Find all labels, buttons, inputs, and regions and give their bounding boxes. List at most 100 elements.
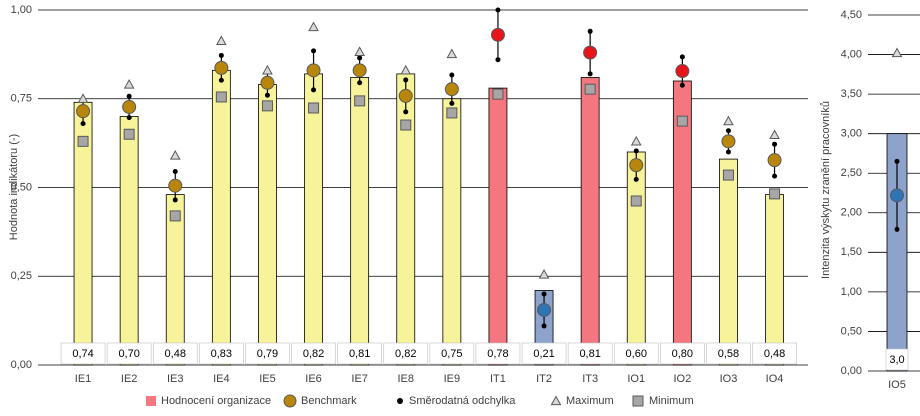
value-label-box xyxy=(613,342,659,365)
maximum-marker xyxy=(723,115,734,126)
x-tick-label: IE5 xyxy=(259,373,276,385)
benchmark-marker xyxy=(537,302,552,317)
error-bar-end xyxy=(633,148,639,154)
value-label-box xyxy=(429,342,475,365)
y-tick-label: 0,75 xyxy=(11,93,32,105)
x-tick-label: IO1 xyxy=(627,373,645,385)
error-bar-end xyxy=(357,55,363,61)
value-label: 0,83 xyxy=(211,348,232,360)
minimum-marker xyxy=(354,95,366,107)
benchmark-marker xyxy=(721,134,736,149)
value-label: 0,48 xyxy=(764,348,785,360)
value-label: 0,70 xyxy=(118,348,139,360)
value-label: 0,58 xyxy=(718,348,739,360)
value-label: 0,78 xyxy=(487,348,508,360)
benchmark-marker xyxy=(168,178,183,193)
benchmark-marker xyxy=(767,153,782,168)
error-bar-end xyxy=(495,7,501,13)
y-axis-title: Intenzita výskytu zranění pracovníků xyxy=(820,101,832,279)
error-bar-end xyxy=(772,141,778,147)
maximum-marker xyxy=(446,48,458,59)
x-tick-label: IE9 xyxy=(444,373,461,385)
minimum-marker xyxy=(769,188,781,200)
error-bar-end xyxy=(126,93,132,99)
legend-label: Hodnocení organizace xyxy=(161,395,271,407)
value-label: 3,0 xyxy=(889,354,904,366)
x-tick-label: IE3 xyxy=(167,373,184,385)
benchmark-marker xyxy=(352,63,367,78)
maximum-marker xyxy=(769,129,780,140)
x-tick-label: IO5 xyxy=(888,379,906,391)
maximum-marker xyxy=(538,268,550,279)
maximum-marker xyxy=(630,135,642,146)
maximum-marker xyxy=(891,47,903,58)
error-bar-end xyxy=(541,291,547,297)
maximum-marker xyxy=(77,93,89,103)
value-label: 0,21 xyxy=(533,348,554,360)
value-label-box xyxy=(885,348,909,371)
y-tick-label: 2,00 xyxy=(841,207,862,219)
minimum-marker xyxy=(215,91,227,103)
benchmark-marker xyxy=(490,27,505,42)
x-tick-label: IE2 xyxy=(121,373,138,385)
legend-label: Směrodatná odchylka xyxy=(409,395,516,407)
y-tick-label: 1,00 xyxy=(11,4,32,16)
maximum-marker xyxy=(216,35,227,45)
y-tick-label: 3,00 xyxy=(841,128,862,140)
error-bar-end xyxy=(449,100,455,106)
value-label-box xyxy=(152,342,198,365)
benchmark-marker xyxy=(76,104,91,119)
value-label-box xyxy=(567,342,613,365)
benchmark-marker xyxy=(444,82,459,97)
benchmark-marker xyxy=(306,63,321,78)
maximum-marker xyxy=(308,21,319,32)
x-tick-label: IT3 xyxy=(582,373,598,385)
y-tick-label: 1,50 xyxy=(841,246,862,258)
benchmark-marker xyxy=(214,60,229,75)
legend-label: Benchmark xyxy=(301,395,357,407)
error-bar-end xyxy=(725,128,731,134)
legend-swatch xyxy=(283,394,297,408)
y-tick-label: 3,50 xyxy=(841,88,862,100)
value-label: 0,75 xyxy=(441,348,462,360)
y-tick-label: 0,00 xyxy=(11,359,32,371)
minimum-marker xyxy=(308,102,320,114)
x-tick-label: IE1 xyxy=(75,373,92,385)
maximum-marker xyxy=(123,79,135,89)
error-bar-end xyxy=(894,226,900,232)
error-bar-end xyxy=(218,77,224,83)
minimum-marker xyxy=(169,210,181,222)
x-tick-label: IT1 xyxy=(490,373,506,385)
value-label: 0,60 xyxy=(626,348,647,360)
maximum-marker xyxy=(262,64,273,75)
y-tick-label: 0,50 xyxy=(11,181,32,193)
value-label: 0,82 xyxy=(303,348,324,360)
value-label: 0,81 xyxy=(349,348,370,360)
value-label-box xyxy=(60,342,106,365)
bar xyxy=(396,73,416,366)
benchmark-marker xyxy=(675,64,690,79)
error-bar-end xyxy=(633,176,639,182)
value-label-box xyxy=(475,342,521,365)
value-label-box xyxy=(291,342,336,365)
error-bar-end xyxy=(541,323,547,329)
minimum-marker xyxy=(400,119,412,131)
legend-swatch xyxy=(632,395,644,407)
x-tick-label: IO3 xyxy=(720,373,738,385)
value-label: 0,81 xyxy=(579,348,600,360)
y-tick-label: 4,50 xyxy=(841,9,862,21)
error-bar-end xyxy=(218,52,224,58)
bar xyxy=(488,87,508,366)
y-tick-label: 0,00 xyxy=(841,365,862,377)
minimum-marker xyxy=(492,88,504,100)
value-label: 0,82 xyxy=(395,348,416,360)
value-label-box xyxy=(521,342,567,365)
legend-swatch xyxy=(146,396,156,406)
benchmark-marker xyxy=(122,99,137,114)
error-bar-end xyxy=(311,48,317,54)
minimum-marker xyxy=(77,135,89,147)
maximum-marker xyxy=(400,64,412,75)
x-tick-label: IO2 xyxy=(673,373,691,385)
value-label-box xyxy=(660,342,705,365)
